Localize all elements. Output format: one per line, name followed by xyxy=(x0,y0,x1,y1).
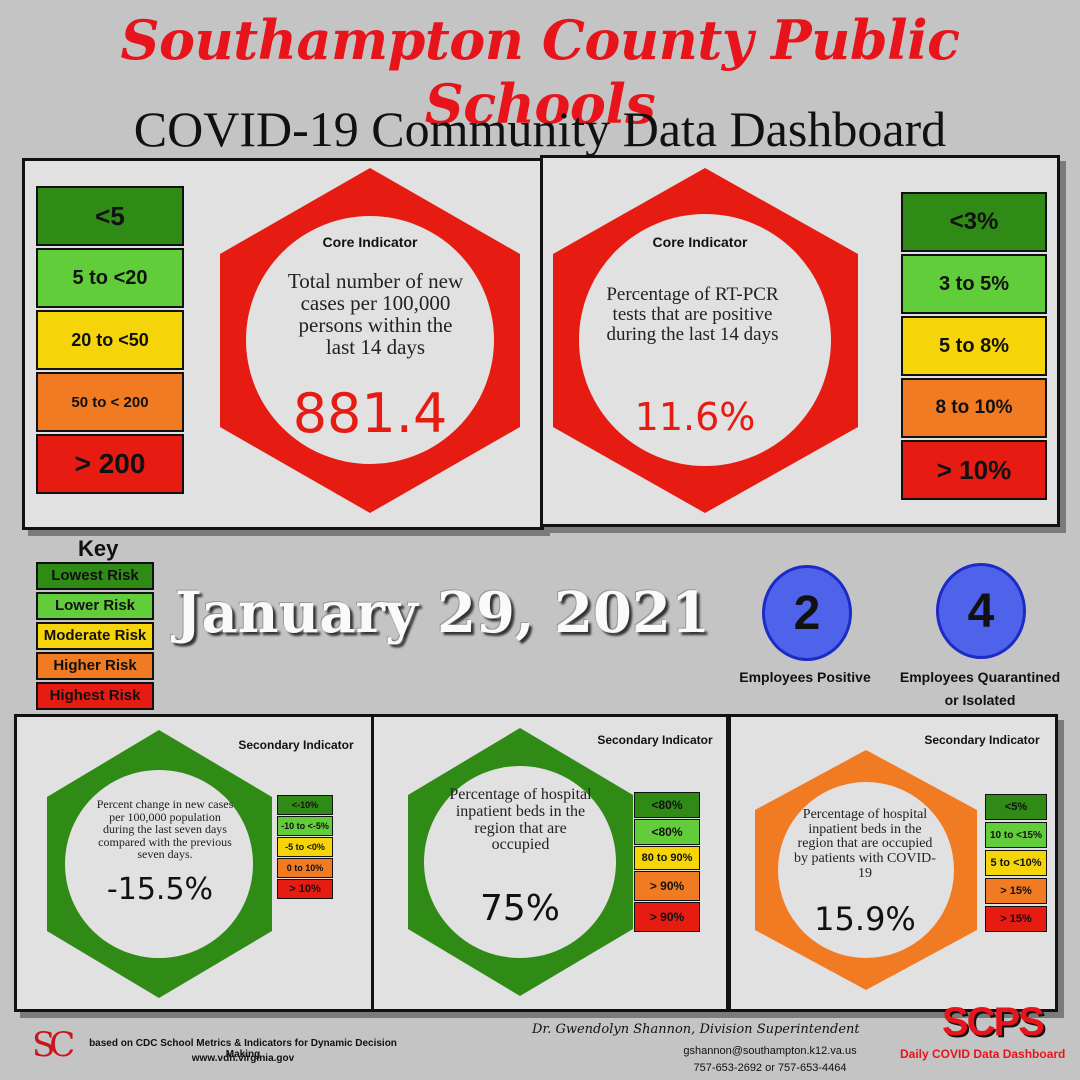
covid-beds-scale-lowest: <5% xyxy=(985,794,1047,820)
tests-scale-lower: 3 to 5% xyxy=(901,254,1047,314)
cases-scale: <5 5 to <20 20 to <50 50 to < 200 > 200 xyxy=(36,186,184,496)
case-change-scale-moderate: -5 to <0% xyxy=(277,837,333,857)
key-lowest-risk: Lowest Risk xyxy=(36,562,154,590)
tests-scale-lowest: <3% xyxy=(901,192,1047,252)
beds-scale-lowest: <80% xyxy=(634,792,700,818)
sc-logo: SC xyxy=(32,1025,75,1065)
beds-indicator-value: 75% xyxy=(479,888,560,929)
beds-scale-moderate: 80 to 90% xyxy=(634,846,700,870)
covid-beds-scale-moderate: 5 to <10% xyxy=(985,850,1047,876)
superintendent-name: Dr. Gwendolyn Shannon, Division Superint… xyxy=(532,1022,860,1037)
beds-indicator-label: Secondary Indicator xyxy=(597,733,713,747)
employees-quarantined-label-line1: Employees Quarantined xyxy=(899,669,1061,685)
page-subtitle: COVID-19 Community Data Dashboard xyxy=(133,101,947,157)
case-change-scale-lower: -10 to <-5% xyxy=(277,816,333,836)
scps-brand-caption: Daily COVID Data Dashboard xyxy=(900,1047,1066,1061)
cases-scale-highest: > 200 xyxy=(36,434,184,494)
case-change-indicator-label: Secondary Indicator xyxy=(238,738,354,752)
cases-scale-moderate: 20 to <50 xyxy=(36,310,184,370)
key-higher-risk: Higher Risk xyxy=(36,652,154,680)
case-change-indicator-value: -15.5% xyxy=(106,872,214,907)
report-date: January 29, 2021 xyxy=(175,580,710,646)
beds-scale: <80% <80% 80 to 90% > 90% > 90% xyxy=(634,792,700,933)
covid-beds-indicator-label: Secondary Indicator xyxy=(924,733,1040,747)
source-line: based on CDC School Metrics & Indicators… xyxy=(89,1038,397,1060)
tests-indicator-label: Core Indicator xyxy=(652,234,748,250)
case-change-indicator-description: Percent change in new cases per 100,000 … xyxy=(96,797,234,862)
contact-email: gshannon@southampton.k12.va.us xyxy=(683,1045,857,1057)
case-change-hexagon xyxy=(47,730,272,998)
beds-scale-higher: > 90% xyxy=(634,871,700,901)
employees-positive-label: Employees Positive xyxy=(739,669,871,685)
employees-quarantined-label-line2: or Isolated xyxy=(944,692,1016,708)
source-url: www.vdh.virginia.gov xyxy=(191,1053,295,1064)
cases-scale-higher: 50 to < 200 xyxy=(36,372,184,432)
employees-quarantined-label: Employees Quarantined or Isolated xyxy=(890,666,1070,712)
cases-hexagon xyxy=(220,168,520,513)
beds-scale-lower: <80% xyxy=(634,819,700,845)
tests-indicator-description: Percentage of RT-PCR tests that are posi… xyxy=(606,284,779,345)
covid-beds-indicator-description: Percentage of hospital inpatient beds in… xyxy=(794,807,936,881)
employees-quarantined-count: 4 xyxy=(936,563,1026,659)
tests-scale-highest: > 10% xyxy=(901,440,1047,500)
beds-hexagon xyxy=(408,728,633,996)
key-moderate-risk: Moderate Risk xyxy=(36,622,154,650)
key-title: Key xyxy=(78,536,119,561)
beds-indicator-description: Percentage of hospital inpatient beds in… xyxy=(449,786,592,854)
beds-scale-highest: > 90% xyxy=(634,902,700,932)
cases-indicator-label: Core Indicator xyxy=(322,234,418,250)
tests-scale-moderate: 5 to 8% xyxy=(901,316,1047,376)
tests-hexagon xyxy=(553,168,858,513)
contact-phone: 757-653-2692 or 757-653-4464 xyxy=(693,1062,847,1074)
page-title: Southampton County Public Schools xyxy=(120,8,960,136)
cases-scale-lowest: <5 xyxy=(36,186,184,246)
cases-indicator-value: 881.4 xyxy=(292,382,448,445)
tests-scale: <3% 3 to 5% 5 to 8% 8 to 10% > 10% xyxy=(901,192,1047,502)
key-lower-risk: Lower Risk xyxy=(36,592,154,620)
case-change-scale: <-10% -10 to <-5% -5 to <0% 0 to 10% > 1… xyxy=(277,795,333,900)
covid-beds-scale: <5% 10 to <15% 5 to <10% > 15% > 15% xyxy=(985,794,1047,934)
employees-positive-count: 2 xyxy=(762,565,852,661)
case-change-scale-lowest: <-10% xyxy=(277,795,333,815)
covid-beds-scale-highest: > 15% xyxy=(985,906,1047,932)
cases-indicator-description: Total number of new cases per 100,000 pe… xyxy=(287,269,464,360)
cases-scale-lower: 5 to <20 xyxy=(36,248,184,308)
scps-brand: SCPS xyxy=(942,1000,1045,1044)
case-change-scale-higher: 0 to 10% xyxy=(277,858,333,878)
tests-scale-higher: 8 to 10% xyxy=(901,378,1047,438)
covid-beds-indicator-value: 15.9% xyxy=(814,900,916,938)
covid-beds-scale-higher: > 15% xyxy=(985,878,1047,904)
case-change-scale-highest: > 10% xyxy=(277,879,333,899)
key-highest-risk: Highest Risk xyxy=(36,682,154,710)
covid-beds-scale-lower: 10 to <15% xyxy=(985,822,1047,848)
covid-beds-hexagon xyxy=(755,750,977,990)
tests-indicator-value: 11.6% xyxy=(634,395,756,439)
